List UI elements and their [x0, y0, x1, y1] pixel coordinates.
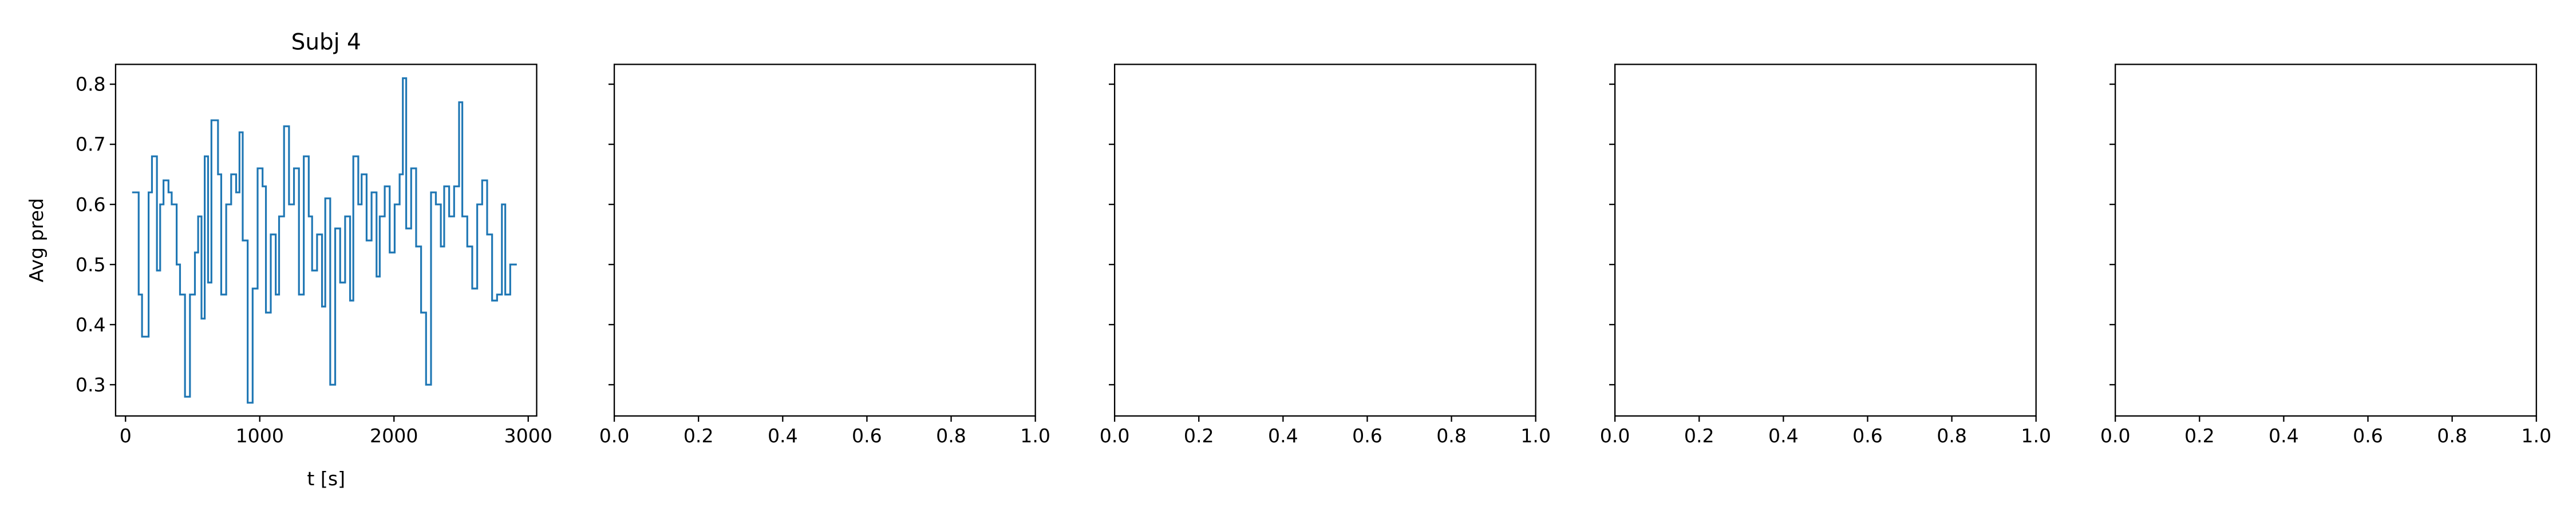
x-tick-label: 1.0	[1020, 425, 1050, 447]
y-tick-label: 0.3	[76, 374, 106, 396]
x-tick-label: 0.0	[599, 425, 630, 447]
y-tick-label: 0.7	[76, 133, 106, 156]
axes-frame	[2115, 64, 2537, 417]
x-tick-label: 0.4	[2269, 425, 2299, 447]
x-tick-label: 0.0	[1100, 425, 1130, 447]
x-tick-label: 0.8	[1436, 425, 1467, 447]
x-tick-label: 0	[120, 425, 132, 447]
axes-frame	[1614, 64, 2037, 417]
x-tick-label: 2000	[370, 425, 418, 447]
axes-frame	[1113, 64, 1536, 417]
x-tick-label: 0.4	[1268, 425, 1298, 447]
y-tick-label: 0.4	[76, 314, 106, 336]
axes-frame	[114, 64, 538, 417]
x-tick-label: 0.6	[2353, 425, 2383, 447]
axes-title: Subj 4	[291, 30, 361, 56]
x-tick-label: 0.2	[1184, 425, 1214, 447]
x-axis-label: t [s]	[307, 468, 345, 490]
x-tick-label: 0.8	[1937, 425, 1967, 447]
data-line	[132, 77, 517, 404]
x-tick-label: 0.8	[2437, 425, 2467, 447]
x-tick-label: 0.6	[1852, 425, 1883, 447]
x-tick-label: 0.2	[683, 425, 714, 447]
x-tick-label: 1.0	[2021, 425, 2051, 447]
x-tick-label: 1000	[236, 425, 284, 447]
x-tick-label: 0.6	[1352, 425, 1382, 447]
x-tick-label: 0.2	[1684, 425, 1714, 447]
x-tick-label: 1.0	[1520, 425, 1551, 447]
x-tick-label: 1.0	[2521, 425, 2551, 447]
y-tick-label: 0.5	[76, 253, 106, 276]
x-tick-label: 0.0	[1600, 425, 1630, 447]
y-axis-label: Avg pred	[25, 198, 48, 282]
x-tick-label: 0.4	[1768, 425, 1799, 447]
y-tick-label: 0.8	[76, 73, 106, 96]
x-tick-label: 0.4	[768, 425, 798, 447]
x-tick-label: 0.8	[936, 425, 966, 447]
y-tick-label: 0.6	[76, 193, 106, 216]
x-tick-label: 0.0	[2100, 425, 2131, 447]
x-tick-label: 0.2	[2184, 425, 2215, 447]
x-tick-label: 3000	[504, 425, 552, 447]
x-tick-label: 0.6	[852, 425, 882, 447]
axes-frame	[613, 64, 1036, 417]
